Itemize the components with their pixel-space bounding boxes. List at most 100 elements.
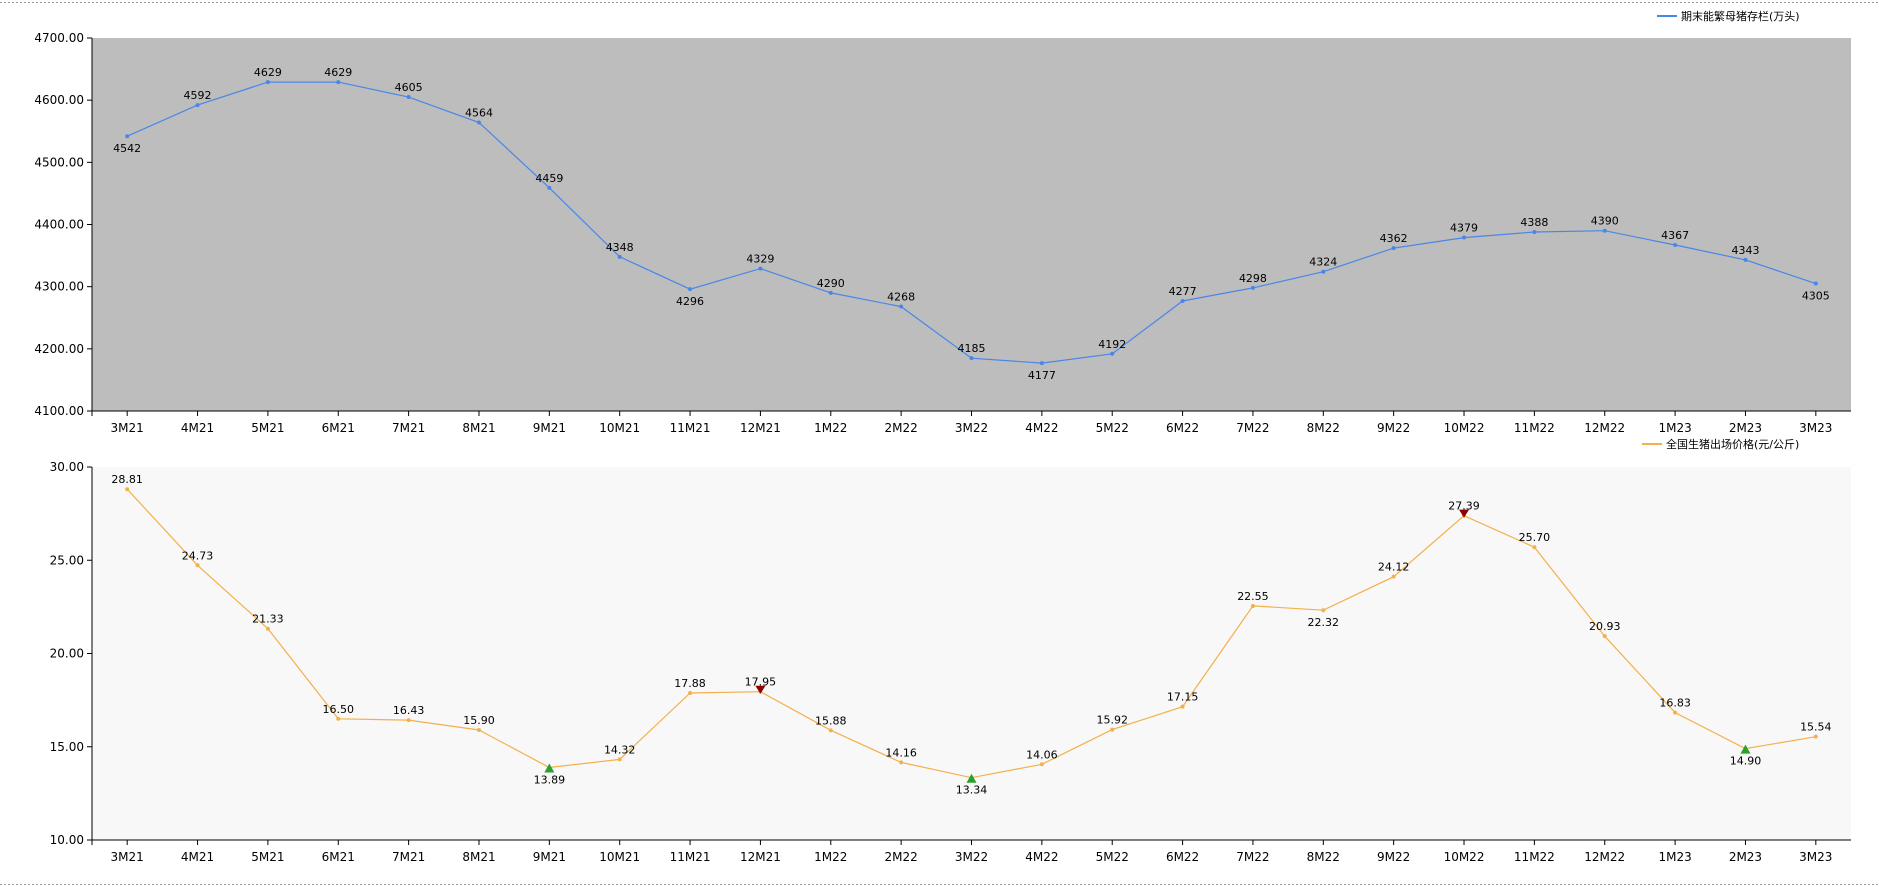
data-label: 4343 — [1731, 244, 1759, 257]
x-tick-label: 3M22 — [955, 850, 988, 864]
y-tick-label: 15.00 — [50, 740, 84, 754]
x-tick-label: 5M22 — [1096, 850, 1129, 864]
x-tick-label: 5M21 — [251, 850, 284, 864]
x-tick-label: 5M22 — [1096, 421, 1129, 435]
data-label: 15.54 — [1800, 721, 1832, 734]
x-tick-label: 2M22 — [885, 850, 918, 864]
data-point — [1462, 235, 1467, 240]
data-label: 4296 — [676, 295, 704, 308]
data-label: 4324 — [1309, 256, 1337, 269]
y-tick-label: 25.00 — [50, 553, 84, 567]
y-tick-label: 4200.00 — [34, 342, 84, 356]
chart-panel-2: 10.00 15.00 20.00 25.00 30.00 3M21 4M21 5M21 6M2… — [50, 437, 1851, 864]
trough-marker — [544, 763, 555, 773]
data-label: 4348 — [606, 241, 634, 254]
data-point — [1039, 762, 1044, 767]
data-point — [969, 356, 974, 361]
x-tick-label: 12M21 — [740, 850, 781, 864]
data-label: 15.88 — [815, 714, 847, 727]
chart-panel-1: 4100.00 4200.00 4300.00 4400.00 4500.00 4600.… — [34, 9, 1851, 435]
data-label: 4379 — [1450, 222, 1478, 235]
data-point — [406, 718, 411, 723]
x-tick-label: 9M22 — [1377, 421, 1410, 435]
data-point — [1532, 545, 1537, 550]
data-label: 4268 — [887, 291, 915, 304]
data-label: 24.12 — [1378, 561, 1410, 574]
data-point — [1673, 710, 1678, 715]
data-point — [336, 716, 341, 721]
x-tick-label: 8M22 — [1307, 850, 1340, 864]
data-point — [688, 287, 693, 292]
data-point — [1813, 281, 1818, 286]
data-point — [476, 120, 481, 125]
x-tick-label: 6M21 — [322, 850, 355, 864]
data-label: 14.16 — [885, 746, 917, 759]
data-label: 16.83 — [1659, 697, 1691, 710]
data-point — [758, 266, 763, 271]
data-point — [1813, 734, 1818, 739]
data-label: 14.06 — [1026, 748, 1058, 761]
data-point — [195, 103, 200, 108]
plot-area — [92, 38, 1851, 411]
data-label: 4177 — [1028, 369, 1056, 382]
data-point — [1602, 228, 1607, 233]
data-label: 21.33 — [252, 613, 284, 626]
data-point — [899, 760, 904, 765]
data-label: 4192 — [1098, 338, 1126, 351]
x-tick-label: 4M21 — [181, 850, 214, 864]
x-tick-label: 1M23 — [1658, 421, 1691, 435]
data-point — [265, 626, 270, 631]
data-point — [1180, 298, 1185, 303]
y-tick-label: 30.00 — [50, 460, 84, 474]
x-tick-label: 5M21 — [251, 421, 284, 435]
data-label: 4388 — [1520, 216, 1548, 229]
data-point — [1743, 257, 1748, 262]
y-tick-label: 4500.00 — [34, 155, 84, 169]
data-point — [617, 757, 622, 762]
data-point — [1673, 243, 1678, 248]
data-label: 4290 — [817, 277, 845, 290]
data-label: 16.43 — [393, 704, 425, 717]
data-label: 4629 — [254, 66, 282, 79]
data-point — [1321, 269, 1326, 274]
data-label: 4329 — [746, 253, 774, 266]
x-tick-label: 7M21 — [392, 421, 425, 435]
data-label: 4592 — [184, 89, 212, 102]
data-label: 14.90 — [1730, 755, 1762, 768]
x-tick-label: 3M23 — [1799, 421, 1832, 435]
legend-label: 期末能繁母猪存栏(万头) — [1681, 9, 1800, 23]
trough-marker — [966, 773, 977, 783]
data-label: 24.73 — [182, 549, 214, 562]
x-tick-label: 4M21 — [181, 421, 214, 435]
data-label: 4362 — [1380, 232, 1408, 245]
x-tick-label: 1M22 — [814, 850, 847, 864]
data-point — [547, 185, 552, 190]
data-point — [336, 80, 341, 85]
x-tick-label: 2M23 — [1729, 421, 1762, 435]
x-tick-label: 11M21 — [670, 421, 711, 435]
data-label: 20.93 — [1589, 620, 1621, 633]
y-tick-label: 4300.00 — [34, 280, 84, 294]
data-point — [125, 134, 130, 139]
legend-label: 全国生猪出场价格(元/公斤) — [1666, 437, 1799, 451]
data-point — [476, 727, 481, 732]
x-tick-label: 10M22 — [1444, 850, 1485, 864]
x-tick-label: 7M22 — [1236, 850, 1269, 864]
x-tick-label: 7M21 — [392, 850, 425, 864]
data-point — [1250, 285, 1255, 290]
data-label: 15.90 — [463, 714, 495, 727]
x-tick-label: 9M21 — [533, 421, 566, 435]
x-tick-label: 2M22 — [885, 421, 918, 435]
data-point — [1391, 574, 1396, 579]
x-tick-label: 4M22 — [1025, 421, 1058, 435]
data-label: 4629 — [324, 66, 352, 79]
y-tick-label: 4400.00 — [34, 218, 84, 232]
x-tick-label: 10M22 — [1444, 421, 1485, 435]
data-label: 17.88 — [674, 677, 706, 690]
data-point — [406, 95, 411, 100]
data-point — [195, 563, 200, 568]
data-point — [1110, 727, 1115, 732]
data-label: 22.55 — [1237, 590, 1269, 603]
x-tick-label: 12M21 — [740, 421, 781, 435]
